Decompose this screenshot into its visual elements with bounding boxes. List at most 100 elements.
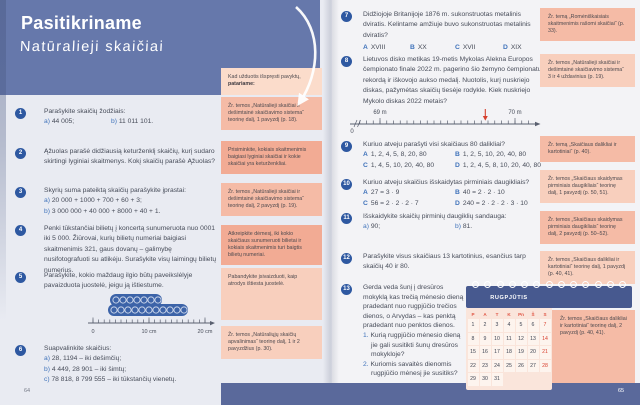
- exercise-number-badge: 5: [15, 272, 26, 283]
- calendar-day: 31: [491, 373, 503, 386]
- exercise-question: Lietuvos disko metikas 19-metis Mykolas …: [363, 56, 542, 105]
- calendar-day: 3: [491, 319, 503, 332]
- exercise-question: Suapvalinkite skaičius:: [44, 345, 112, 352]
- curved-arrow-icon: [295, 6, 317, 106]
- spiral-ring-icon: [557, 281, 565, 288]
- choice-C: C 56 = 2 · 2 · 2 · 7: [363, 199, 419, 207]
- exercise-5: 5 Parašykite, kokio maždaug ilgio būtų p…: [15, 271, 217, 292]
- tape-bottom-row: [108, 304, 188, 316]
- exercise-number-badge: 6: [15, 345, 26, 356]
- tip-note-2: Prisiminkite, kokiais skaitmenimis baigi…: [221, 141, 322, 174]
- ref-note-12: Žr. temos „Skaičiaus dalikliai ir kartot…: [540, 251, 635, 284]
- calendar-day-header: K: [507, 312, 511, 317]
- calendar-day: 25: [503, 359, 515, 372]
- tip-note-3: Žr. temos „Natūralieji skaičiai ir dešim…: [221, 183, 322, 216]
- calendar-weekday-row: P A T K Pn Š S: [466, 310, 552, 319]
- calendar-day: 12: [515, 332, 527, 345]
- book-spine-shadow: [0, 0, 6, 320]
- exercise-question: Parašykite, kokio maždaug ilgio būtų pav…: [44, 272, 193, 290]
- sub-item-c: c) 78 818, 8 799 555 – iki tūkstančių vi…: [44, 376, 177, 384]
- exercise-question: Parašykite visus skaičiaus 13 kartotiniu…: [363, 253, 526, 271]
- calendar-day-header: A: [483, 312, 487, 317]
- choice-B: B 1, 2, 5, 10, 20, 40, 80: [455, 151, 527, 159]
- record-arrow-icon: [482, 109, 488, 121]
- calendar-day: 23: [479, 359, 491, 372]
- numberline-right-label: 70 m: [508, 110, 521, 116]
- ref-note-8: Žr. temos „Natūralieji skaičiai ir dešim…: [540, 54, 635, 87]
- exercise-11: 11 Išskaidykite skaičių pirminių daugikl…: [341, 212, 543, 233]
- calendar-day: 27: [527, 359, 539, 372]
- sub-question-1: 1. Kurią rugpjūčio mėnesio dieną jie gal…: [363, 331, 461, 359]
- spiral-ring-icon: [619, 281, 626, 288]
- calendar-month-title: RUGPJŪTIS: [490, 295, 528, 301]
- calendar-day: 13: [527, 332, 539, 345]
- ruler-label-10: 10 cm: [142, 329, 157, 335]
- exercise-7: 7 Didžiojoje Britanijoje 1876 m. sukonst…: [341, 10, 543, 54]
- choice-B: B 40 = 2 · 2 · 10: [455, 189, 505, 197]
- exercise-1: 1 Parašykite skaičių žodžiais: a) 44 005…: [15, 107, 217, 128]
- calendar-day: 10: [491, 332, 503, 345]
- calendar-day-header: T: [495, 312, 499, 317]
- exercise-number-badge: 11: [341, 213, 352, 224]
- exercise-number-badge: 1: [15, 108, 26, 119]
- tips-intro-text: Kad užduotis išspręsti pavyktų,: [228, 74, 301, 80]
- calendar-day: 22: [467, 359, 479, 372]
- ref-note-11: Žr. temos „Skaičiaus skaidymas pirminiai…: [540, 211, 635, 244]
- calendar-day: 30: [479, 373, 491, 386]
- exercise-6: 6 Suapvalinkite skaičius: a) 28, 1194 – …: [15, 344, 217, 386]
- footer-band: [221, 383, 640, 405]
- calendar-day: 21: [539, 346, 551, 359]
- calendar-day: 5: [515, 319, 527, 332]
- sub-item-a: a) 44 005;: [44, 118, 75, 126]
- exercise-question: Gerda veda šunį į dresūros mokyklą kas t…: [363, 284, 464, 330]
- calendar-day: 7: [539, 319, 551, 332]
- exercise-number-badge: 10: [341, 179, 352, 190]
- calendar-day: 14: [539, 332, 551, 345]
- tape-coil-icon: [110, 296, 188, 314]
- page-number-left: 64: [24, 388, 31, 394]
- tips-intro-bold: patariame:: [228, 81, 255, 87]
- choice-A: A 27 = 3 · 9: [363, 189, 400, 197]
- exercise-10: 10 Kuriuo atveju skaičius išskaidytas pi…: [341, 178, 543, 209]
- exercise-number-badge: 9: [341, 141, 352, 152]
- calendar-day: 15: [467, 346, 479, 359]
- calendar-spiral: [472, 281, 626, 288]
- exercise-number-badge: 12: [341, 253, 352, 264]
- exercise-number-badge: 3: [15, 187, 26, 198]
- choice-A: A XVIII: [363, 44, 386, 52]
- ref-note-13: Žr. temos „Skaičiaus dalikliai ir kartot…: [552, 310, 635, 383]
- calendar-day: 29: [467, 373, 479, 386]
- spiral-ring-icon: [521, 281, 528, 288]
- exercise-2: 2 Ąžuolas parašė didžiausią keturženklį …: [15, 147, 217, 168]
- exercise-question: Išskaidykite skaičių pirminių daugiklių …: [363, 213, 507, 220]
- calendar-binding-band: [466, 286, 632, 308]
- exercise-question: Kuriuo atveju parašyti visi skaičiaus 80…: [363, 141, 505, 148]
- ruler-label-0: 0: [91, 329, 94, 335]
- choice-D: D XIX: [503, 44, 522, 52]
- exercise-question: Kuriuo atveju skaičius išskaidytas pirmi…: [363, 179, 530, 186]
- tip-note-4: Atkreipkite dėmesį, iki kokio skaičiaus …: [221, 225, 322, 265]
- numberline-origin-label: 0: [350, 129, 354, 134]
- axis-arrowhead: [535, 121, 541, 127]
- calendar-day-grid: 1 2 3 4 5 6 7 8 9 10 11 12 13 14 15 16 17 18 19 20 21 22 23 24 2…: [466, 319, 552, 386]
- numberline-left-label: 69 m: [373, 110, 386, 116]
- spiral-ring-icon: [496, 281, 504, 288]
- sub-item-b: b) 81.: [455, 223, 473, 231]
- page-title: Pasitikriname: [21, 13, 142, 33]
- exercise-question: Parašykite skaičių žodžiais:: [44, 108, 126, 115]
- calendar-day: 19: [515, 346, 527, 359]
- calendar-day: 18: [503, 346, 515, 359]
- calendar-day: 4: [503, 319, 515, 332]
- choice-B: B XX: [410, 44, 427, 52]
- spiral-ring-icon: [533, 281, 541, 288]
- exercise-question: Ąžuolas parašė didžiausią keturženklį sk…: [44, 148, 215, 166]
- sub-item-b: b) 11 011 101.: [111, 118, 154, 126]
- exercise-question: Didžiojoje Britanijoje 1876 m. sukonstru…: [363, 11, 531, 39]
- exercise-number-badge: 8: [341, 56, 352, 67]
- spiral-ring-icon: [472, 281, 479, 288]
- calendar-day: 28: [539, 359, 551, 372]
- spiral-ring-icon: [606, 281, 614, 288]
- choice-D: D 240 = 2 · 2 · 2 · 3 · 10: [455, 199, 528, 207]
- exercise-13: 13 Gerda veda šunį į dresūros mokyklą ka…: [341, 283, 466, 379]
- calendar-day: 17: [491, 346, 503, 359]
